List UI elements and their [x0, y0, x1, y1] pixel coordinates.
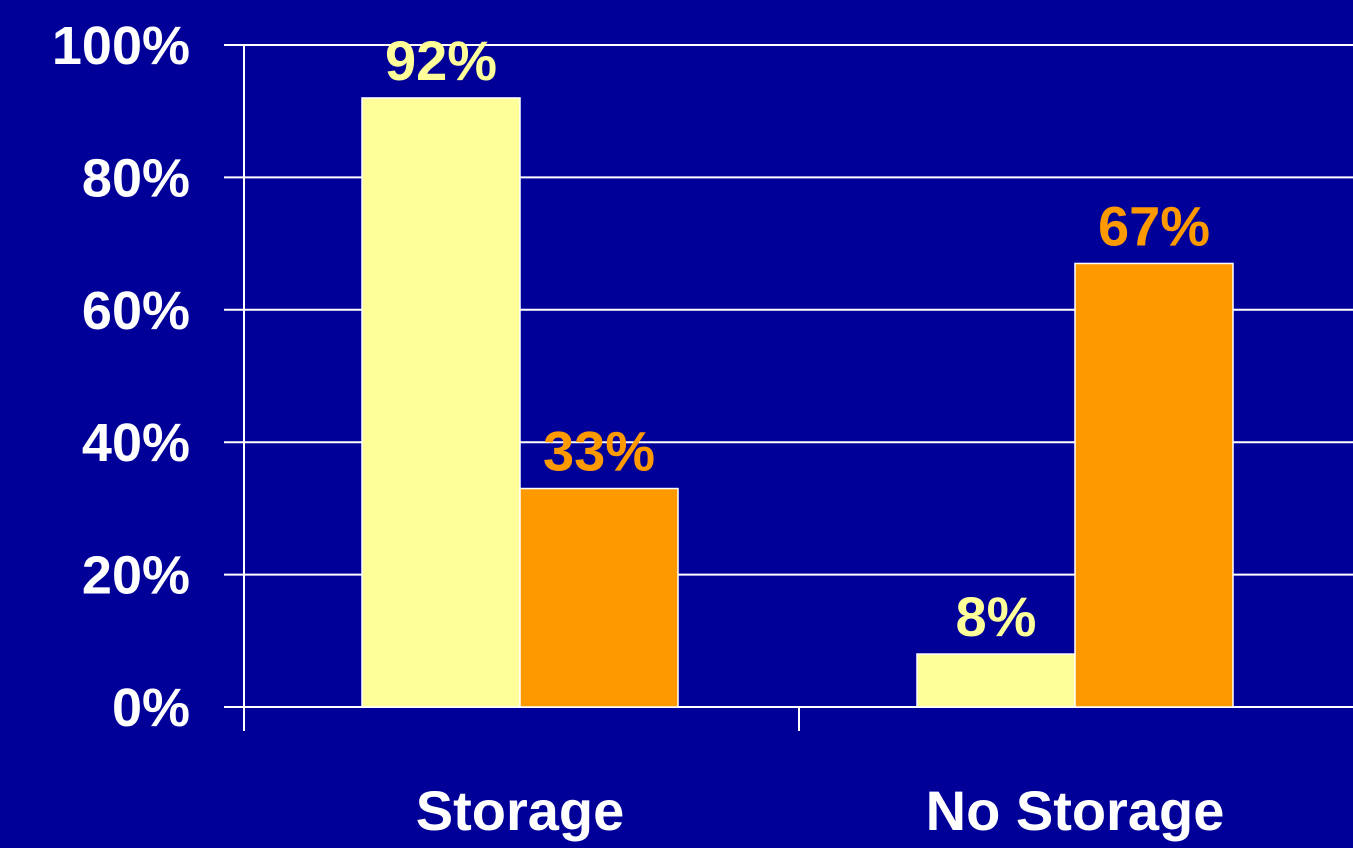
data-label: 33% [543, 420, 655, 483]
y-tick-label: 40% [82, 413, 190, 473]
bar [361, 97, 521, 708]
y-tick-label: 0% [112, 678, 190, 738]
y-tick-label: 100% [52, 16, 190, 76]
y-tick-label: 20% [82, 546, 190, 606]
bar [519, 487, 679, 708]
data-label: 8% [956, 585, 1037, 648]
data-label: 67% [1098, 194, 1210, 257]
x-axis-categories: Storage No Storage [416, 779, 1225, 842]
data-labels: 92% 33% 8% 67% [385, 29, 1210, 648]
y-tick-label: 60% [82, 281, 190, 341]
bar [916, 653, 1076, 708]
bars [361, 97, 1234, 708]
bar [1074, 262, 1234, 708]
y-axis-ticks: 0% 20% 40% 60% 80% 100% [52, 16, 244, 738]
data-label: 92% [385, 29, 497, 92]
y-tick-label: 80% [82, 148, 190, 208]
x-category-label: Storage [416, 779, 625, 842]
x-category-label: No Storage [926, 779, 1225, 842]
